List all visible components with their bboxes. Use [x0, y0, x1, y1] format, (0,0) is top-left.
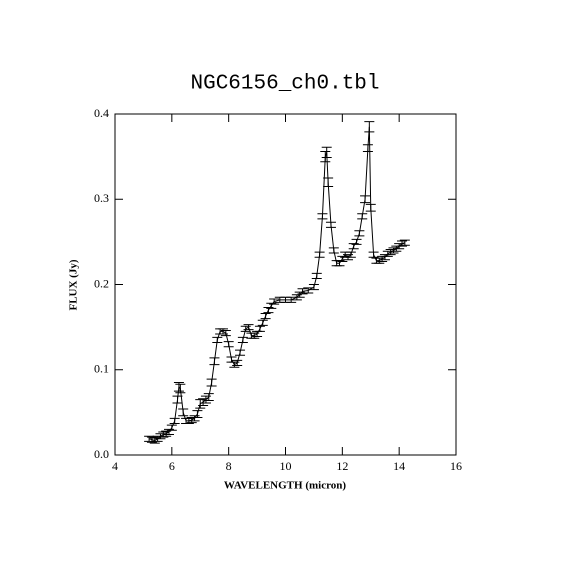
- error-bar: [178, 408, 189, 417]
- x-tick-label: 14: [393, 459, 405, 473]
- error-bar: [169, 417, 180, 424]
- y-tick-label: 0.2: [94, 276, 109, 290]
- error-bar: [317, 213, 328, 220]
- error-bar: [220, 330, 231, 337]
- error-bar: [328, 247, 339, 254]
- error-bar: [269, 298, 280, 305]
- error-bar: [308, 284, 319, 291]
- error-bar: [237, 336, 248, 343]
- y-tick-label: 0.3: [94, 191, 109, 205]
- y-axis-label: FLUX (Jy): [68, 259, 80, 310]
- error-bar: [209, 357, 220, 366]
- error-bar: [320, 151, 331, 163]
- error-bar: [175, 383, 186, 394]
- error-bar: [254, 325, 265, 332]
- error-bar: [364, 121, 375, 133]
- error-bar: [362, 144, 373, 153]
- error-bar: [314, 251, 325, 258]
- error-bar: [297, 288, 308, 295]
- x-tick-label: 4: [112, 459, 118, 473]
- error-bar: [345, 251, 356, 258]
- y-tick-label: 0.1: [94, 362, 109, 376]
- error-bar: [166, 424, 177, 431]
- error-bar: [323, 177, 334, 187]
- x-tick-label: 10: [280, 459, 292, 473]
- y-tick-label: 0.0: [94, 447, 109, 461]
- error-bar: [357, 213, 368, 220]
- y-tick-label: 0.4: [94, 106, 109, 120]
- error-bar: [212, 336, 223, 343]
- error-bar: [286, 296, 297, 303]
- x-tick-label: 8: [226, 459, 232, 473]
- error-bar: [203, 393, 214, 401]
- error-bar: [311, 272, 322, 280]
- chart-title: NGC6156_ch0.tbl: [190, 73, 379, 96]
- error-bar: [257, 319, 268, 326]
- error-bar: [399, 239, 410, 246]
- x-tick-label: 6: [169, 459, 175, 473]
- error-bar: [243, 324, 254, 331]
- error-bar: [365, 203, 376, 212]
- error-bar: [206, 378, 217, 387]
- error-bar: [354, 230, 365, 237]
- x-tick-label: 16: [450, 459, 462, 473]
- error-bar: [351, 238, 362, 245]
- x-tick-label: 12: [336, 459, 348, 473]
- error-bar: [303, 287, 314, 294]
- error-bar: [235, 349, 246, 356]
- error-bar: [192, 410, 203, 418]
- error-bar: [321, 146, 332, 158]
- error-bar: [260, 312, 271, 320]
- error-bar: [368, 251, 379, 258]
- error-bar: [360, 195, 371, 204]
- error-bar: [223, 341, 234, 348]
- error-bar: [232, 359, 243, 366]
- error-bar: [172, 395, 183, 404]
- x-axis-label: WAVELENGTH (micron): [224, 480, 346, 492]
- error-bar: [325, 221, 336, 228]
